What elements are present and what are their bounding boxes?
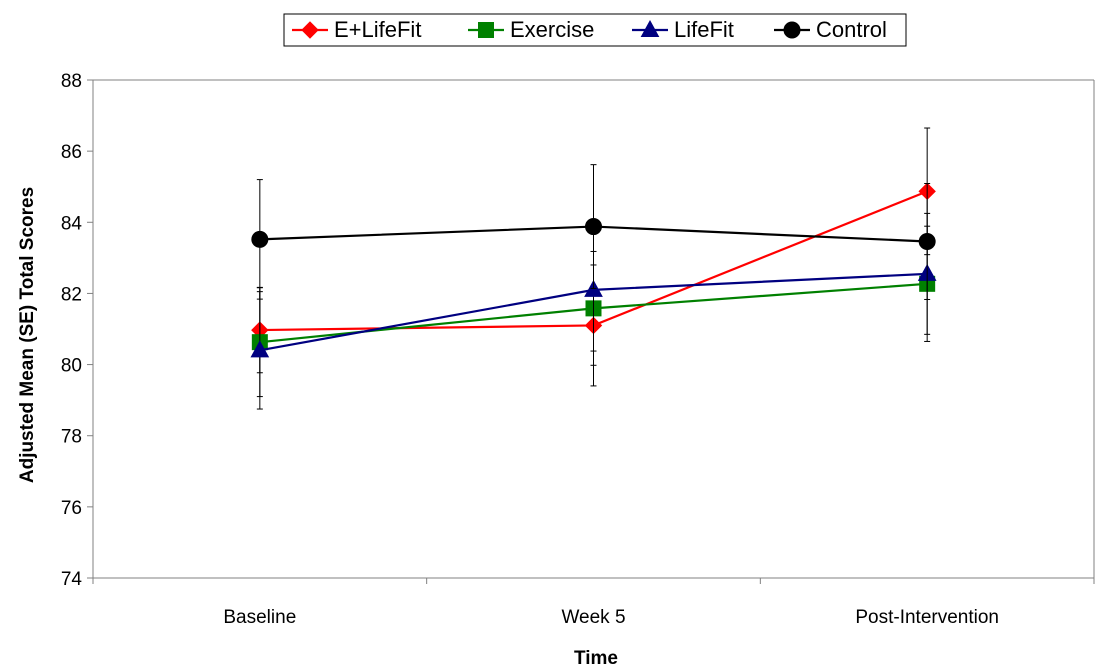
y-tick-label: 76 bbox=[61, 498, 82, 519]
legend-label: Control bbox=[816, 17, 887, 42]
axes: 74 76 78 80 82 84 86 88 Baseline Week 5 Post-Inter… bbox=[61, 71, 1095, 628]
x-axis-label: Time bbox=[574, 648, 618, 667]
y-tick-label: 74 bbox=[61, 569, 83, 590]
legend-entry-lifefit: LifeFit bbox=[632, 17, 734, 42]
legend: E+LifeFit Exercise LifeFit Control bbox=[283, 13, 907, 47]
legend-label: E+LifeFit bbox=[334, 17, 421, 42]
y-tick-label: 84 bbox=[61, 213, 83, 234]
data-point bbox=[251, 230, 269, 248]
y-tick-label: 78 bbox=[61, 427, 82, 448]
x-tick-label: Week 5 bbox=[561, 607, 625, 628]
legend-marker bbox=[640, 19, 660, 37]
legend-entry-exercise: Exercise bbox=[468, 17, 594, 42]
series-control bbox=[251, 164, 936, 300]
legend-entry-e-lifefit: E+LifeFit bbox=[292, 17, 421, 42]
y-axis-label: Adjusted Mean (SE) Total Scores bbox=[17, 187, 38, 483]
legend-marker bbox=[783, 21, 801, 39]
y-tick-label: 88 bbox=[61, 71, 82, 92]
y-tick-label: 86 bbox=[61, 142, 82, 163]
x-tick-label: Baseline bbox=[223, 607, 296, 628]
legend-label: LifeFit bbox=[674, 17, 734, 42]
data-point bbox=[918, 232, 936, 250]
legend-entry-control: Control bbox=[774, 17, 887, 42]
data-point bbox=[250, 340, 270, 358]
data-point bbox=[585, 218, 602, 236]
legend-label: Exercise bbox=[510, 17, 594, 42]
legend-marker bbox=[478, 22, 494, 38]
x-tick-label: Post-Intervention bbox=[855, 607, 999, 628]
y-tick-label: 80 bbox=[61, 356, 82, 377]
plot-area bbox=[250, 127, 937, 410]
legend-marker bbox=[301, 21, 319, 39]
y-tick-label: 82 bbox=[61, 284, 82, 305]
